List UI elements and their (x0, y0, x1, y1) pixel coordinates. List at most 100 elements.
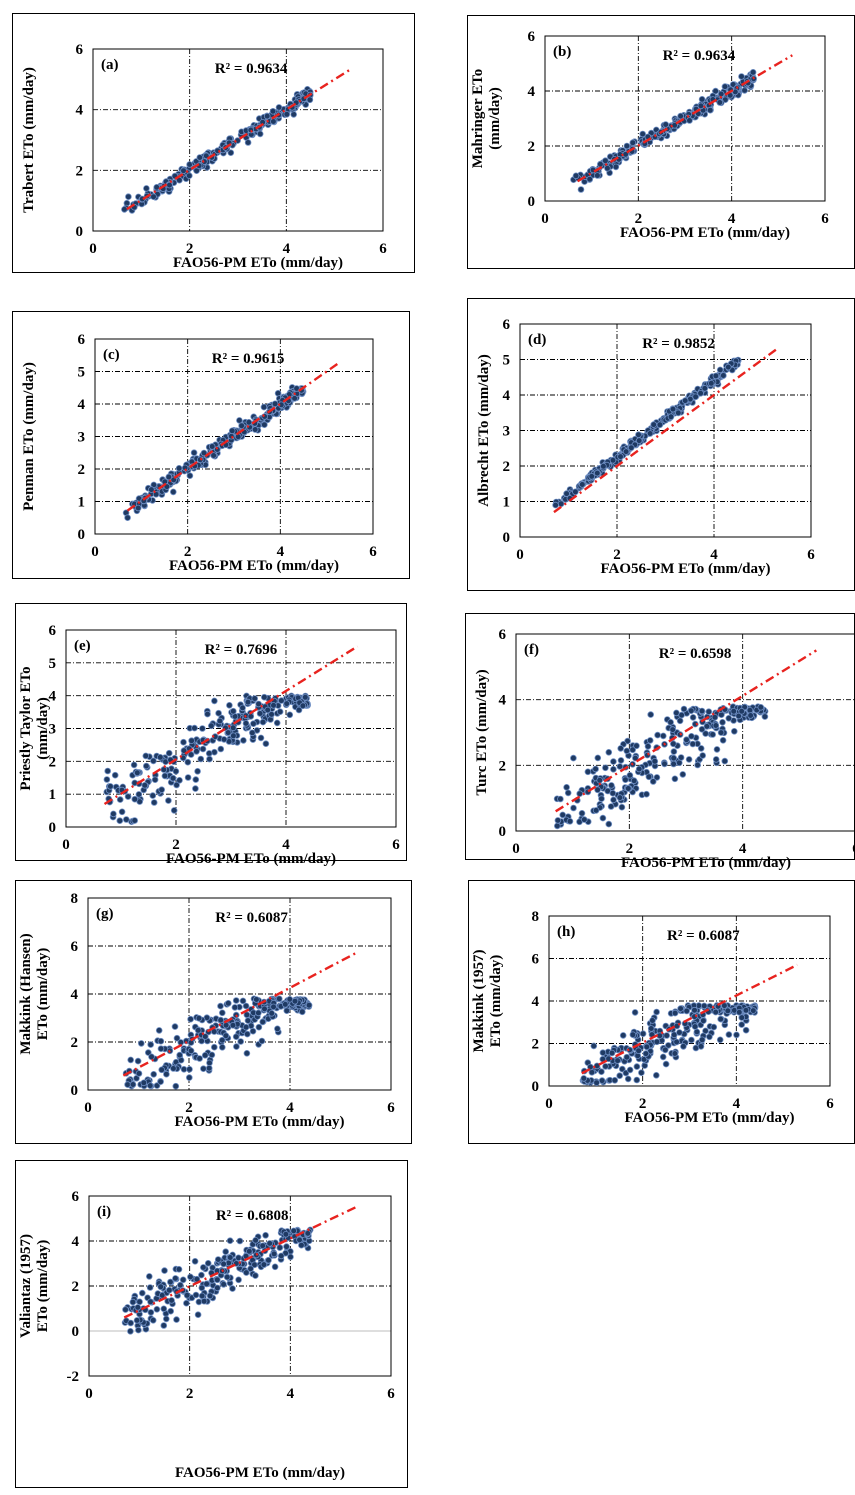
scatter-point (617, 757, 625, 764)
scatter-point (220, 736, 228, 743)
scatter-point (208, 1051, 216, 1059)
scatter-point (223, 1273, 231, 1281)
scatter-point (598, 795, 605, 803)
scatter-point (662, 1060, 670, 1068)
scatter-point (576, 790, 583, 798)
scatter-point (222, 1248, 230, 1255)
scatter-point (274, 1025, 281, 1033)
scatter-point (143, 185, 150, 192)
scatter-point (240, 737, 247, 744)
scatter-point (180, 747, 188, 754)
scatter-point (598, 1077, 606, 1084)
scatter-point (676, 1029, 683, 1036)
scatter-point (287, 1253, 294, 1261)
scatter-point (187, 1015, 194, 1023)
x-tick-label: 6 (387, 1100, 395, 1116)
scatter-point (275, 995, 283, 1003)
y-tick-label: 6 (72, 1189, 80, 1205)
scatter-point (706, 106, 714, 114)
scatter-point (749, 68, 757, 76)
x-tick-label: 6 (807, 547, 815, 563)
scatter-point (226, 1254, 234, 1261)
scatter-point (610, 766, 617, 773)
scatter-point (643, 790, 650, 798)
y-tick-label: 8 (71, 891, 79, 907)
r-squared-annotation: R² = 0.9852 (642, 336, 715, 352)
scatter-point (588, 473, 595, 480)
scatter-point (129, 1081, 137, 1088)
scatter-point (201, 1052, 209, 1059)
scatter-point (199, 725, 206, 732)
scatter-point (711, 714, 719, 721)
x-tick-label: 0 (541, 211, 549, 227)
scatter-point (735, 1009, 743, 1016)
scatter-point (710, 1023, 718, 1031)
scatter-point (208, 443, 216, 450)
scatter-point (290, 111, 298, 118)
scatter-point (622, 776, 629, 784)
scatter-point (614, 1057, 621, 1064)
y-tick-label: 5 (49, 656, 57, 672)
scatter-point (166, 1286, 173, 1294)
scatter-point (742, 1007, 750, 1014)
scatter-point (215, 709, 222, 717)
scatter-point (586, 175, 593, 183)
scatter-point (577, 186, 585, 193)
y-tick-label: 2 (499, 758, 507, 774)
scatter-point (134, 769, 141, 777)
scatter-point (246, 1248, 253, 1255)
scatter-point (629, 1031, 637, 1039)
y-tick-label: 4 (528, 84, 536, 100)
scatter-point (135, 1326, 142, 1334)
scatter-point (263, 112, 271, 120)
scatter-point (250, 720, 257, 727)
scatter-point (232, 997, 240, 1004)
scatter-point (697, 102, 705, 110)
x-tick-label: 2 (185, 1100, 193, 1116)
x-tick-label: 2 (184, 544, 192, 560)
scatter-point (725, 1031, 733, 1038)
scatter-point (237, 1038, 245, 1045)
scatter-point (572, 172, 580, 180)
scatter-point (172, 1275, 179, 1282)
scatter-point (604, 165, 611, 172)
scatter-point (170, 807, 178, 814)
scatter-point (147, 1298, 154, 1306)
scatter-point (291, 395, 298, 402)
scatter-point (161, 1267, 168, 1274)
scatter-point (204, 1260, 212, 1267)
scatter-point (642, 1050, 650, 1057)
scatter-point (204, 710, 211, 718)
scatter-point (158, 786, 166, 794)
y-tick-label: 2 (49, 754, 57, 770)
scatter-point (257, 734, 265, 742)
scatter-point (271, 400, 279, 408)
scatter-point (236, 1237, 244, 1245)
scatter-point (747, 712, 754, 719)
chart-panel-h: 0 2 4 6 0 2 4 6 8 FAO56-PM ETo (mm/day) Makkink (1… (468, 880, 855, 1144)
scatter-point (647, 711, 655, 718)
scatter-point (602, 157, 609, 165)
x-tick-label: 2 (639, 1096, 647, 1112)
scatter-point (198, 1271, 205, 1279)
scatter-point (700, 1002, 708, 1010)
scatter-point (251, 695, 259, 702)
y-tick-label: 1 (503, 495, 511, 511)
y-axis-label: (mm/day) (35, 697, 51, 760)
scatter-point (296, 1236, 303, 1244)
scatter-point (186, 1066, 193, 1073)
scatter-point (644, 743, 652, 750)
scatter-point (635, 765, 643, 773)
x-tick-label: 2 (635, 211, 643, 227)
scatter-point (270, 118, 277, 125)
scatter-point (230, 732, 237, 740)
scatter-point (697, 1043, 705, 1050)
scatter-point (605, 820, 613, 828)
scatter-point (150, 757, 157, 765)
r-squared-annotation: R² = 0.6087 (667, 928, 740, 944)
scatter-point (222, 1021, 230, 1029)
scatter-point (133, 1317, 141, 1324)
scatter-point (110, 810, 117, 818)
scatter-point (677, 754, 685, 761)
scatter-point (255, 1009, 262, 1017)
